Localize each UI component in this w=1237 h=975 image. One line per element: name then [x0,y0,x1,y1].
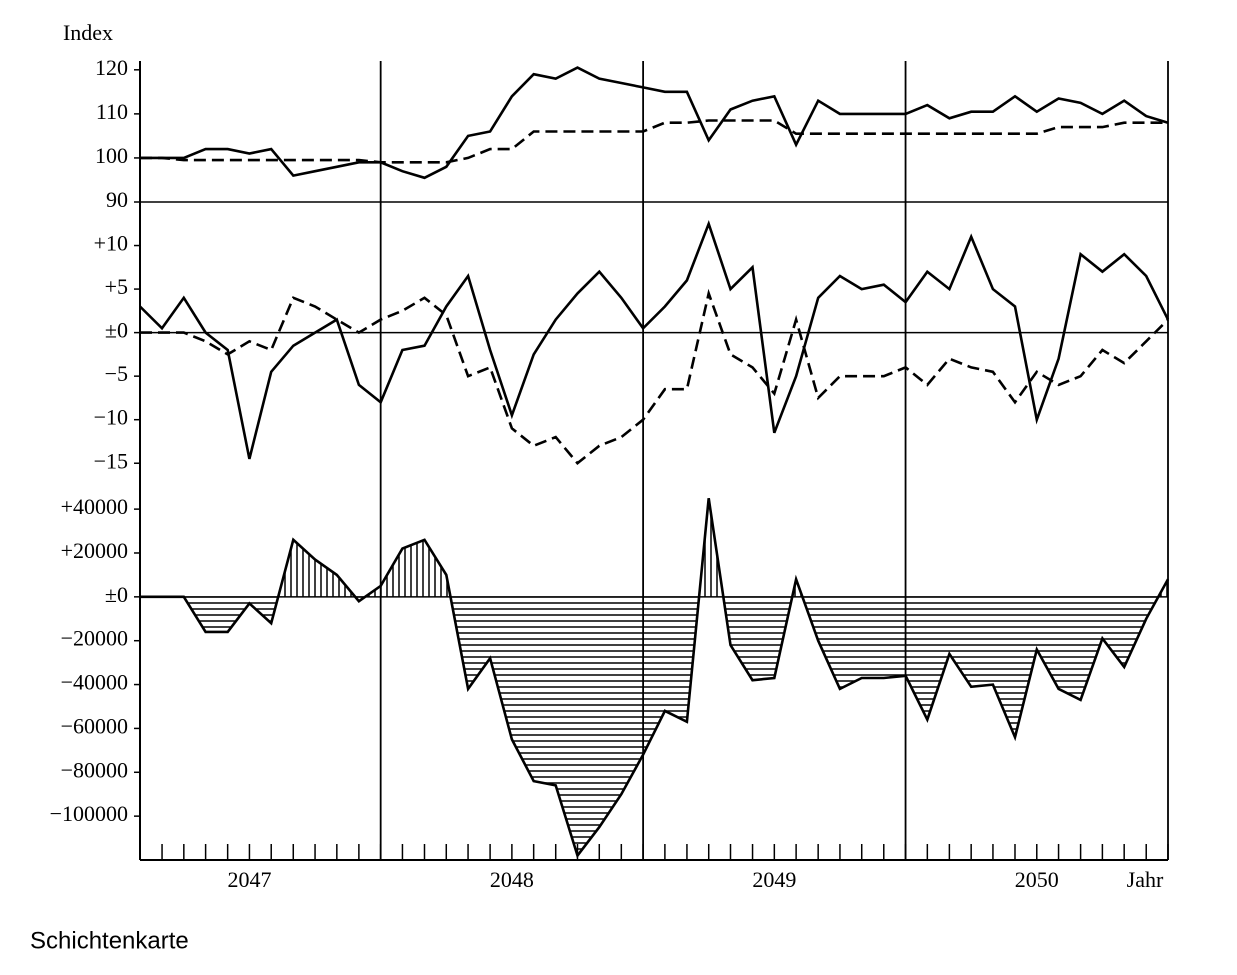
caption: Schichtenkarte [30,927,189,954]
line [140,66,1169,180]
y-tick-label: ±0 [105,318,128,343]
line [139,219,1170,460]
y-tick-label: −15 [94,448,128,473]
x-tick-label: 2050 [1015,867,1059,892]
y-tick-label: +10 [94,231,128,256]
y-tick-label: −60000 [61,713,128,738]
y-tick-label: ±0 [105,582,128,607]
y-tick-label: 120 [95,55,128,80]
line [140,498,1170,859]
y-tick-label: +5 [105,274,128,299]
y-tick-label: −10 [94,405,128,430]
y-tick-label: −100000 [50,801,128,826]
y-tick-label: 110 [96,99,128,124]
y-tick-label: −20000 [61,626,128,651]
y-tick-label: −5 [105,361,128,386]
area-positive [140,498,1168,597]
y-tick-label: +40000 [61,494,128,519]
line [140,119,1168,164]
x-axis-label: Jahr [1127,867,1164,892]
area-negative [183,596,1159,856]
y-axis-label: Index [63,20,113,45]
x-tick-label: 2049 [752,867,796,892]
y-tick-label: −80000 [61,757,128,782]
x-tick-label: 2048 [490,867,534,892]
x-tick-label: 2047 [227,867,271,892]
y-tick-label: −40000 [61,670,128,695]
y-tick-label: 90 [106,187,128,212]
line [140,288,1169,466]
y-tick-label: 100 [95,143,128,168]
y-tick-label: +20000 [61,538,128,563]
